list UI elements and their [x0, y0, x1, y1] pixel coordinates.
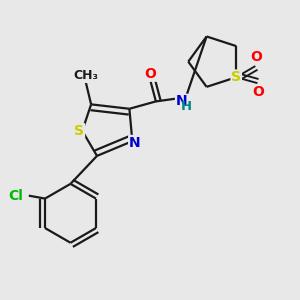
Text: O: O — [250, 50, 262, 64]
Text: CH₃: CH₃ — [73, 69, 98, 82]
Text: S: S — [74, 124, 84, 138]
Text: N: N — [176, 94, 187, 108]
Text: O: O — [145, 67, 157, 81]
Text: H: H — [180, 100, 191, 113]
Text: O: O — [252, 85, 264, 99]
Text: Cl: Cl — [9, 189, 23, 202]
Text: N: N — [129, 136, 140, 150]
Text: S: S — [231, 70, 241, 84]
